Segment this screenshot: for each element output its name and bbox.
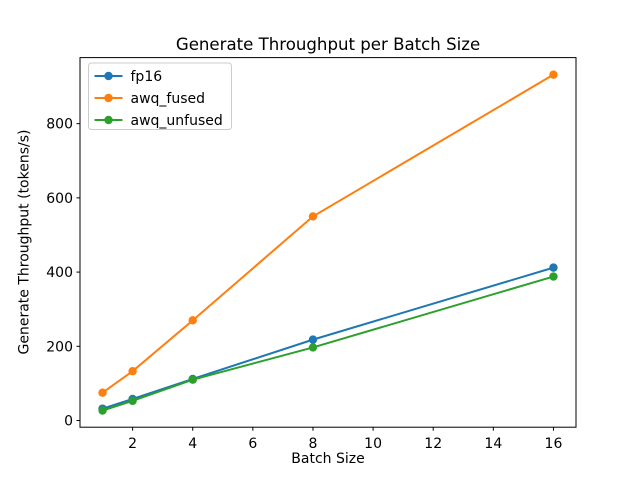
y-tick-label: 400 bbox=[46, 265, 73, 281]
series-marker-awq_fused bbox=[549, 70, 558, 79]
series-marker-awq_fused bbox=[128, 366, 137, 376]
y-tick-label: 0 bbox=[64, 414, 73, 430]
x-tick-label: 16 bbox=[545, 436, 563, 452]
x-tick-label: 6 bbox=[248, 436, 257, 452]
series-marker-fp16 bbox=[549, 263, 558, 272]
x-tick-label: 12 bbox=[424, 436, 442, 452]
y-tick-label: 600 bbox=[46, 191, 73, 207]
legend-label-fp16: fp16 bbox=[131, 69, 163, 85]
series-line-awq_unfused bbox=[102, 275, 554, 412]
series-marker-awq_unfused bbox=[98, 406, 107, 415]
legend-swatch-marker-awq_unfused bbox=[104, 115, 113, 125]
chart-title: Generate Throughput per Batch Size bbox=[175, 35, 481, 54]
legend-swatch-marker-awq_fused bbox=[104, 93, 113, 103]
y-axis-label: Generate Throughput (tokens/s) bbox=[16, 129, 33, 355]
x-axis-label: Batch Size bbox=[291, 451, 365, 467]
series-marker-fp16 bbox=[308, 335, 318, 344]
legend-box bbox=[88, 62, 232, 130]
y-tick-label: 800 bbox=[46, 117, 73, 133]
x-tick-label: 4 bbox=[188, 436, 197, 452]
plot-border bbox=[79, 57, 577, 428]
x-tick-label: 2 bbox=[128, 436, 137, 452]
legend-label-awq_unfused: awq_unfused bbox=[131, 113, 223, 129]
series-marker-awq_unfused bbox=[308, 343, 318, 352]
x-tick-label: 8 bbox=[309, 436, 318, 452]
series-marker-awq_unfused bbox=[549, 272, 558, 281]
y-tick-label: 200 bbox=[46, 339, 73, 355]
legend-label-awq_fused: awq_fused bbox=[131, 91, 206, 107]
x-tick-label: 14 bbox=[484, 436, 502, 452]
series-marker-awq_fused bbox=[188, 316, 197, 325]
series-marker-awq_unfused bbox=[128, 396, 137, 406]
x-tick-label: 10 bbox=[364, 436, 382, 452]
legend-swatch-marker-fp16 bbox=[104, 71, 113, 81]
series-marker-awq_fused bbox=[98, 388, 107, 397]
series-marker-awq_unfused bbox=[188, 375, 197, 384]
series-marker-awq_fused bbox=[308, 212, 318, 221]
